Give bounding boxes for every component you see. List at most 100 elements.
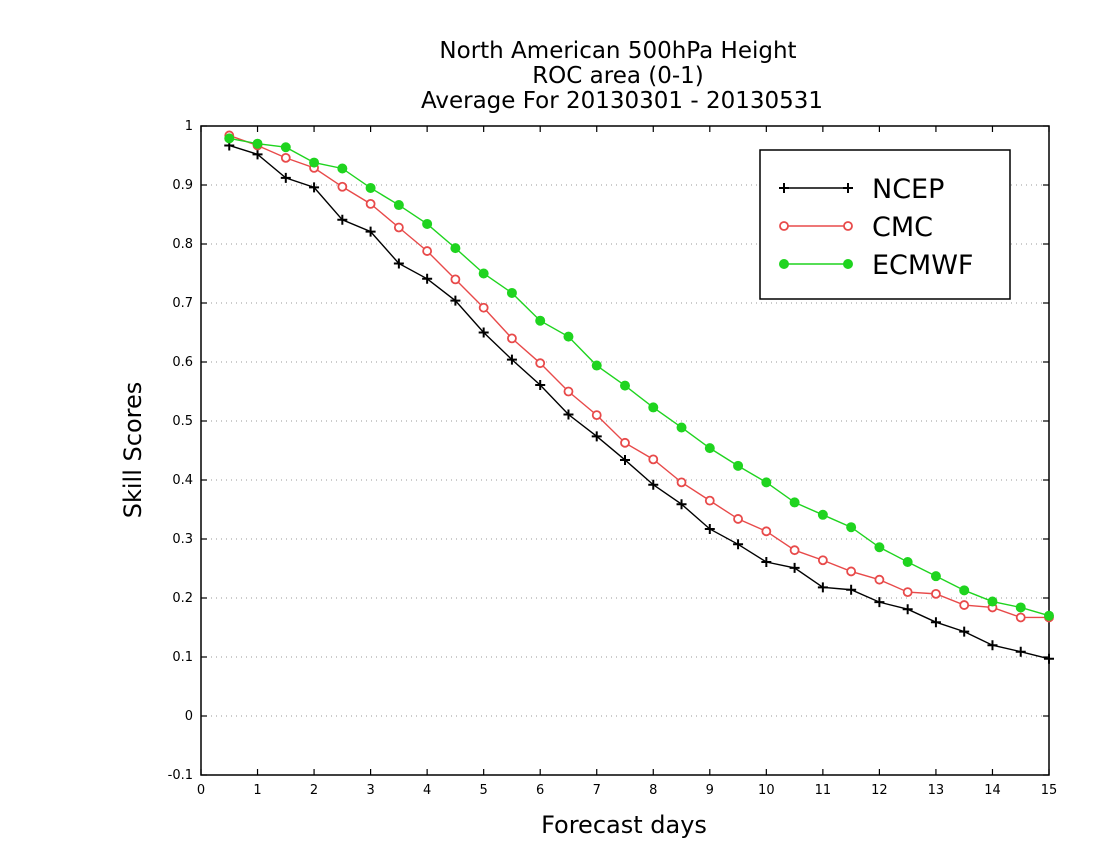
x-tick-label: 3 [366, 783, 374, 798]
data-point-ecmwf [789, 497, 800, 508]
data-point-ecmwf [620, 380, 630, 391]
y-tick-label: 0.8 [172, 237, 193, 252]
series-group [224, 130, 1054, 664]
y-axis: -0.1 0 0.1 0.2 0.3 0.4 0.5 0.6 0.7 0.8 0.9 1 [168, 119, 1049, 783]
data-point-ncep [252, 149, 263, 160]
series-ncep [224, 140, 1054, 664]
data-point-ecmwf [365, 182, 376, 193]
data-point-cmc [648, 454, 659, 465]
data-point-ecmwf [987, 596, 998, 607]
data-point-ncep [506, 354, 517, 365]
data-point-cmc [535, 358, 546, 369]
data-point-ncep [450, 295, 461, 306]
data-point-ncep [591, 431, 602, 442]
x-axis-label: Forecast days [541, 811, 707, 839]
plot-frame [200, 125, 1050, 776]
chart-title: North American 500hPa Height ROC area (0… [421, 38, 823, 114]
data-point-cmc [676, 477, 687, 488]
data-point-ecmwf [478, 268, 489, 279]
data-point-ecmwf [280, 142, 291, 153]
series-line-ncep [229, 144, 1050, 660]
data-point-ecmwf [676, 422, 687, 433]
x-tick-label: 8 [649, 783, 657, 798]
y-axis-label: Skill Scores [119, 382, 147, 519]
data-point-ncep [1015, 646, 1026, 657]
data-point-ncep [620, 454, 630, 465]
legend-label-ecmwf: ECMWF [872, 250, 973, 281]
x-tick-label: 10 [758, 783, 775, 798]
y-tick-label: 0.1 [172, 650, 193, 665]
x-tick-label: 14 [984, 783, 1001, 798]
data-point-ncep [733, 539, 744, 550]
legend-marker-ncep [843, 183, 853, 193]
data-point-ecmwf [1044, 610, 1054, 621]
data-point-cmc [874, 574, 885, 585]
y-tick-label: 1 [185, 119, 193, 134]
data-point-ncep [535, 380, 546, 391]
data-point-cmc [704, 495, 715, 506]
x-tick-label: 15 [1041, 783, 1058, 798]
data-point-ncep [959, 626, 970, 637]
data-point-ecmwf [422, 218, 433, 229]
data-point-cmc [817, 555, 828, 566]
legend-marker-ncep [779, 183, 789, 193]
data-point-cmc [931, 588, 941, 599]
data-point-ecmwf [648, 402, 659, 413]
data-point-cmc [393, 222, 404, 233]
data-point-ecmwf [252, 138, 263, 149]
data-point-ncep [478, 327, 489, 338]
data-point-cmc [761, 526, 772, 537]
y-tick-label: 0.6 [172, 355, 193, 370]
data-point-ncep [365, 226, 376, 237]
x-tick-label: 2 [310, 783, 318, 798]
x-axis: 0 1 2 3 4 5 6 7 8 9 10 11 12 13 14 15 [197, 126, 1057, 798]
y-tick-label: -0.1 [168, 768, 193, 783]
data-point-ncep [704, 523, 715, 534]
data-point-cmc [846, 566, 857, 577]
y-tick-label: 0.7 [172, 296, 193, 311]
data-point-ecmwf [393, 200, 404, 211]
x-tick-label: 1 [253, 783, 261, 798]
legend-marker-cmc [779, 221, 789, 231]
x-tick-label: 5 [480, 783, 488, 798]
data-point-cmc [337, 181, 348, 192]
legend-label-ncep: NCEP [872, 174, 944, 205]
data-point-ncep [874, 597, 885, 608]
data-point-ncep [393, 258, 404, 269]
y-tick-label: 0.3 [172, 532, 193, 547]
y-tick-label: 0.2 [172, 591, 193, 606]
data-point-ncep [337, 214, 348, 225]
series-ecmwf [224, 133, 1054, 621]
data-point-ecmwf [535, 315, 546, 326]
data-point-ncep [676, 499, 687, 510]
data-point-ecmwf [959, 585, 970, 596]
data-point-cmc [422, 246, 433, 256]
y-tick-label: 0.9 [172, 178, 193, 193]
x-tick-label: 7 [593, 783, 601, 798]
legend-marker-cmc [843, 221, 853, 231]
data-point-ecmwf [591, 360, 602, 371]
x-tick-label: 11 [815, 783, 832, 798]
data-point-ncep [563, 409, 574, 420]
data-point-ecmwf [506, 287, 517, 298]
series-cmc [224, 130, 1054, 623]
data-point-ecmwf [1015, 602, 1026, 613]
data-point-ecmwf [733, 460, 744, 471]
data-point-ecmwf [846, 522, 857, 533]
data-point-cmc [563, 386, 574, 397]
series-line-ecmwf [229, 137, 1050, 617]
data-point-cmc [902, 587, 913, 597]
data-point-ncep [930, 617, 941, 628]
data-point-ncep [309, 182, 320, 193]
data-point-ncep [761, 557, 772, 568]
data-point-ecmwf [704, 443, 715, 454]
data-point-cmc [620, 437, 630, 448]
data-point-ncep [817, 582, 828, 593]
data-point-ncep [280, 172, 291, 183]
data-point-cmc [507, 333, 517, 344]
data-point-ncep [902, 604, 913, 615]
chart-title-line-2: ROC area (0-1) [532, 63, 704, 89]
data-point-ecmwf [761, 477, 772, 488]
data-point-ecmwf [337, 163, 348, 174]
